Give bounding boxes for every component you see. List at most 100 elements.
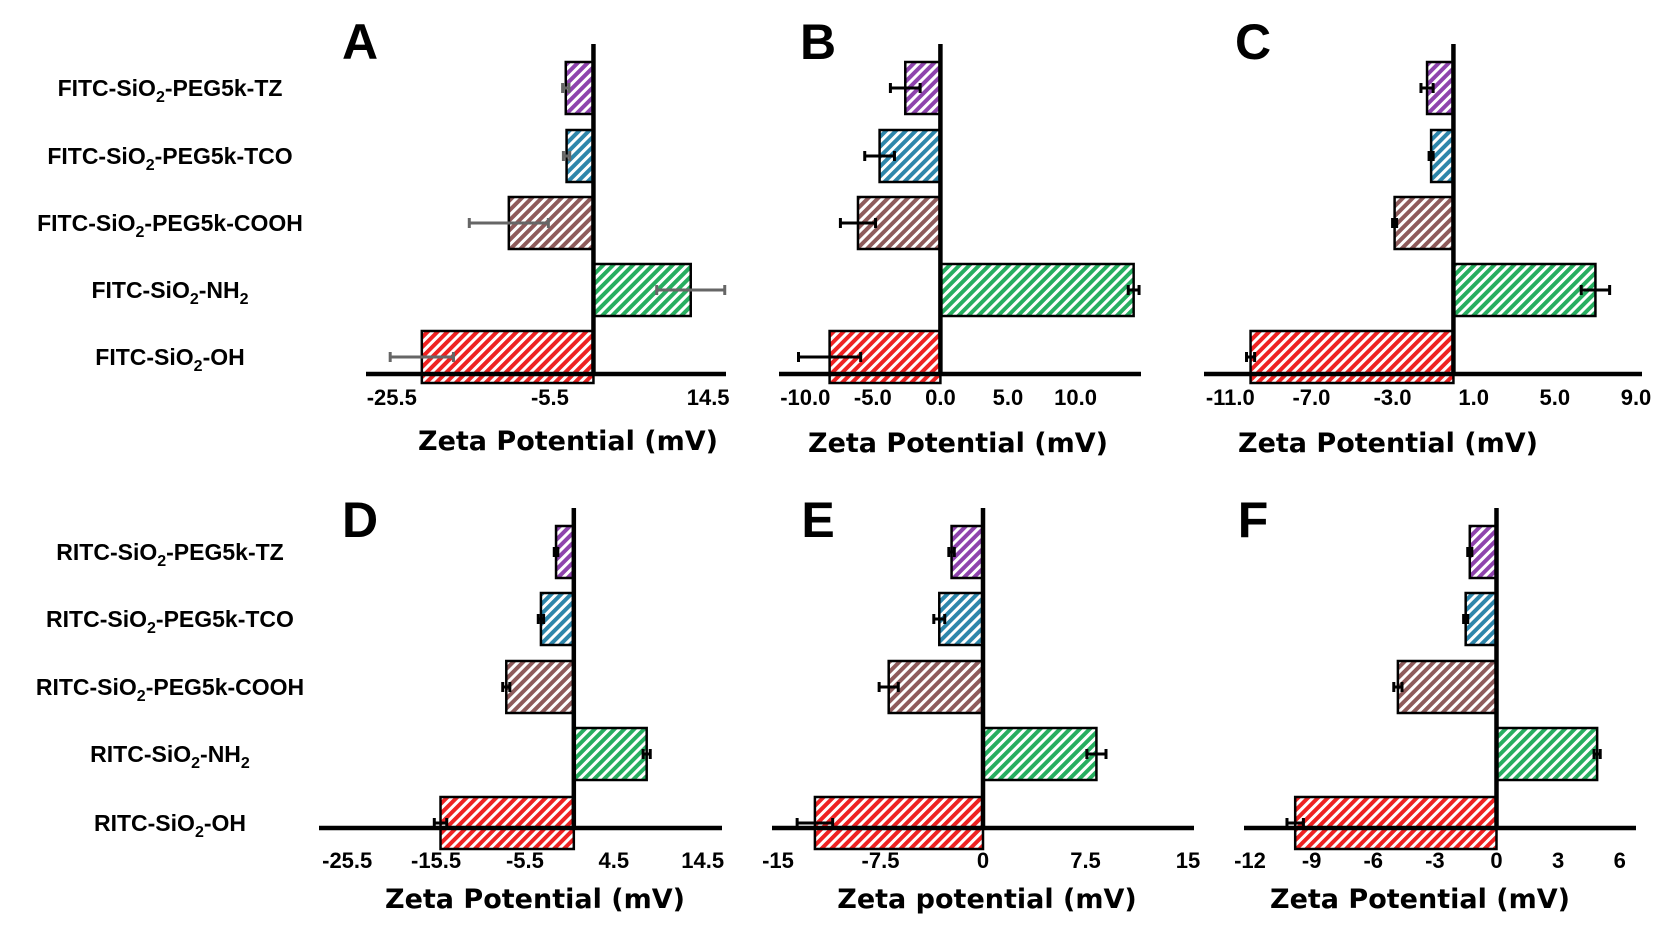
panel-c: C -11.0 -7.0 -3.0 1.0 5.0 9.0 Zeta Potential (m… (1204, 14, 1651, 459)
x-tick-label: -25.5 (322, 848, 372, 873)
bar-cooh (1396, 659, 1498, 715)
x-tick-label: -9 (1302, 848, 1322, 873)
error-bar (1466, 547, 1474, 557)
x-tick-label: -7.5 (862, 848, 900, 873)
error-bar (877, 682, 900, 692)
error-bar (655, 285, 727, 295)
bar-cooh (505, 659, 576, 715)
bar-nh2 (981, 726, 1098, 782)
error-bar (1419, 83, 1435, 93)
error-bar (797, 352, 863, 362)
error-bar (888, 83, 922, 93)
x-tick-label: 10.0 (1054, 385, 1097, 410)
x-tick-label: 15 (1176, 848, 1200, 873)
x-tick-label: 0 (1490, 848, 1502, 873)
category-label: RITC-SiO2-OH (94, 810, 246, 841)
error-bar (1126, 285, 1141, 295)
error-bar (1245, 352, 1257, 362)
error-bar (561, 83, 571, 93)
x-tick-label: 9.0 (1621, 385, 1652, 410)
error-bar (838, 218, 878, 228)
error-bar (932, 614, 947, 624)
error-bar (1427, 151, 1435, 161)
bar-nh2 (939, 262, 1135, 318)
x-axis-title: Zeta Potential (mV) (1238, 428, 1538, 459)
bar-oh (439, 795, 576, 851)
x-axis-title: Zeta potential (mV) (837, 884, 1136, 915)
bar-nh2 (572, 726, 648, 782)
error-bar (561, 151, 572, 161)
x-tick-label: -5.0 (854, 385, 892, 410)
error-bar (1592, 749, 1602, 759)
x-tick-label: -5.5 (506, 848, 544, 873)
x-tick-label: 14.5 (681, 848, 724, 873)
x-tick-label: 4.5 (599, 848, 630, 873)
category-label: FITC-SiO2-OH (95, 344, 244, 375)
x-tick-label: 0 (977, 848, 989, 873)
category-label: RITC-SiO2-PEG5k-TCO (46, 606, 294, 637)
panel-d: D -25.5 -15.5 -5.5 4.5 14.5 Zeta Potential (mV… (319, 492, 724, 915)
error-bar (536, 614, 546, 624)
bar-cooh (1393, 195, 1455, 251)
category-label: FITC-SiO2-NH2 (91, 277, 248, 308)
category-label: FITC-SiO2-PEG5k-TZ (58, 75, 283, 106)
category-label: FITC-SiO2-PEG5k-TCO (47, 143, 292, 174)
bar-oh (813, 795, 985, 851)
category-label: RITC-SiO2-NH2 (90, 741, 250, 772)
x-tick-label: -10.0 (780, 385, 830, 410)
x-tick-label: -11.0 (1206, 385, 1255, 410)
x-tick-label: 0.0 (925, 385, 956, 410)
error-bar (501, 682, 512, 692)
x-tick-label: 6 (1614, 848, 1626, 873)
error-bar (467, 218, 550, 228)
x-tick-label: 14.5 (687, 385, 730, 410)
panel-b: B -10.0 -5.0 0.0 5.0 10.0 Zeta Potential (mV) (779, 14, 1141, 459)
x-axis-title: Zeta Potential (mV) (418, 426, 718, 457)
x-tick-label: 7.5 (1070, 848, 1101, 873)
x-axis-title: Zeta Potential (mV) (385, 884, 685, 915)
x-tick-label: -7.0 (1292, 385, 1330, 410)
panel-letter: F (1238, 492, 1269, 548)
bar-tz (950, 524, 985, 580)
x-tick-label: 5.0 (1540, 385, 1571, 410)
bar-oh (1293, 795, 1498, 851)
error-bar (388, 352, 455, 362)
x-tick-label: 1.0 (1458, 385, 1489, 410)
category-label: RITC-SiO2-PEG5k-COOH (36, 674, 304, 705)
panel-letter: A (342, 14, 378, 70)
bar-tco (539, 591, 576, 647)
panel-f: F -12 -9 -6 -3 0 3 6 Zeta Potential (mV) (1234, 492, 1636, 915)
error-bar (1391, 218, 1399, 228)
x-tick-label: -25.5 (367, 385, 417, 410)
x-tick-label: -15.5 (411, 848, 461, 873)
x-tick-label: -15 (762, 848, 794, 873)
x-axis-title: Zeta Potential (mV) (808, 428, 1108, 459)
x-tick-label: -3 (1425, 848, 1445, 873)
x-tick-label: 5.0 (993, 385, 1024, 410)
x-tick-label: -3.0 (1374, 385, 1412, 410)
x-tick-label: -5.5 (531, 385, 569, 410)
bar-nh2 (1452, 262, 1597, 318)
panel-letter: C (1235, 14, 1271, 70)
error-bar (1392, 682, 1404, 692)
bar-tco (1464, 591, 1498, 647)
x-tick-label: 3 (1552, 848, 1564, 873)
x-axis-title: Zeta Potential (mV) (1270, 884, 1570, 915)
error-bar (863, 151, 896, 161)
panel-a: A -25.5 -5.5 14.5 Zeta Potential (mV) (342, 14, 730, 457)
error-bar (1462, 614, 1470, 624)
panel-letter: D (342, 492, 378, 548)
category-label: RITC-SiO2-PEG5k-TZ (56, 539, 283, 570)
panel-letter: E (801, 492, 834, 548)
panel-e: E -15 -7.5 0 7.5 15 Zeta potential (mV) (762, 492, 1200, 915)
error-bar (1579, 285, 1612, 295)
bar-cooh (887, 659, 985, 715)
error-bar (1085, 749, 1108, 759)
category-label: FITC-SiO2-PEG5k-COOH (37, 210, 303, 241)
bar-tz (1468, 524, 1498, 580)
x-tick-label: -6 (1363, 848, 1383, 873)
x-tick-label: -12 (1234, 848, 1266, 873)
error-bar (552, 547, 560, 557)
bar-nh2 (1495, 726, 1599, 782)
